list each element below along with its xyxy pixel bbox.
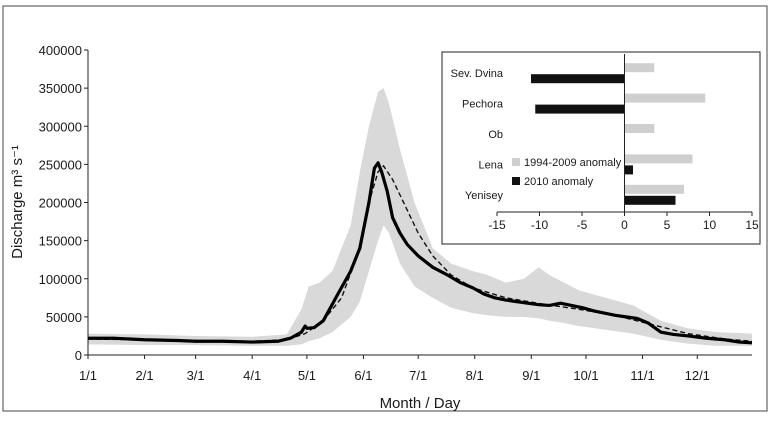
- x-tick-label: 8/1: [466, 368, 484, 383]
- range-band: [88, 88, 752, 346]
- inset-category-label: Lena: [479, 159, 504, 171]
- legend-swatch-2010: [512, 177, 520, 185]
- inset-bar-2010: [624, 165, 633, 175]
- inset-category-label: Pechora: [462, 99, 504, 111]
- inset-bar-2010: [535, 104, 625, 114]
- series-lines: [87, 161, 753, 345]
- x-tick-label: 6/1: [354, 368, 372, 383]
- plot-frame: [2, 5, 768, 412]
- inset-bar-2010: [624, 195, 676, 205]
- inset-legend: 1994-2009 anomaly 2010 anomaly: [512, 157, 622, 188]
- y-tick-label: 250000: [39, 157, 82, 172]
- inset-x-tick-label: 10: [703, 218, 717, 232]
- range-band-layer: [88, 88, 752, 346]
- main-hydrograph: 0 50000 100000 150000 200000 250000 300000 3500…: [9, 43, 753, 412]
- y-ticks: 0 50000 100000 150000 200000 250000 300000 3500…: [39, 43, 88, 363]
- inset-bar-1994-2009: [624, 63, 655, 73]
- observed-2010-line: [88, 161, 753, 345]
- inset-x-tick-label: 0: [621, 218, 628, 232]
- inset-x-tick-label: 5: [664, 218, 671, 232]
- inset-category-labels: Sev. Dvina Pechora Ob Lena Yenisey: [451, 68, 504, 202]
- legend-label-1994-2009: 1994-2009 anomaly: [524, 157, 622, 169]
- x-tick-label: 2/1: [136, 368, 154, 383]
- y-tick-label: 100000: [39, 272, 82, 287]
- y-tick-label: 0: [75, 348, 82, 363]
- x-tick-label: 7/1: [409, 368, 427, 383]
- y-axis-title: Discharge m³ s⁻¹: [9, 145, 26, 259]
- inset-x-tick-label: -5: [577, 218, 588, 232]
- inset-category-label: Sev. Dvina: [451, 68, 504, 80]
- legend-label-2010: 2010 anomaly: [524, 176, 594, 188]
- inset-bar-1994-2009: [624, 154, 693, 164]
- y-tick-label: 200000: [39, 196, 82, 211]
- inset-bar-2010: [531, 74, 625, 84]
- x-tick-label: 5/1: [298, 368, 316, 383]
- y-tick-label: 50000: [46, 310, 82, 325]
- x-tick-label: 1/1: [79, 368, 97, 383]
- inset-bar-1994-2009: [624, 93, 706, 103]
- x-tick-label: 3/1: [187, 368, 205, 383]
- inset-x-tick-label: -15: [488, 218, 506, 232]
- x-tick-label: 10/1: [573, 368, 598, 383]
- y-tick-label: 400000: [39, 43, 82, 58]
- anomaly-inset: Sev. Dvina Pechora Ob Lena Yenisey -15 -10 -5 0…: [441, 51, 761, 245]
- inset-x-ticks: -15 -10 -5 0 5 10 15: [488, 212, 759, 232]
- y-tick-label: 150000: [39, 234, 82, 249]
- x-tick-label: 4/1: [243, 368, 261, 383]
- inset-category-label: Ob: [488, 129, 503, 141]
- x-ticks: 1/1 2/1 3/1 4/1 5/1 6/1 7/1 8/1 9/1 10/1 11/1 12/1: [79, 355, 710, 383]
- inset-category-label: Yenisey: [465, 190, 504, 202]
- x-tick-label: 12/1: [685, 368, 710, 383]
- inset-x-tick-label: -10: [531, 218, 549, 232]
- inset-x-tick-label: 15: [745, 218, 759, 232]
- x-tick-label: 11/1: [630, 368, 654, 383]
- x-axis-title: Month / Day: [380, 395, 461, 412]
- y-tick-label: 350000: [39, 81, 82, 96]
- inset-bar-1994-2009: [624, 124, 655, 133]
- inset-bars: [531, 63, 706, 205]
- x-tick-label: 9/1: [522, 368, 540, 383]
- legend-swatch-1994-2009: [512, 158, 520, 166]
- y-tick-label: 300000: [39, 119, 82, 134]
- inset-bar-1994-2009: [624, 184, 684, 194]
